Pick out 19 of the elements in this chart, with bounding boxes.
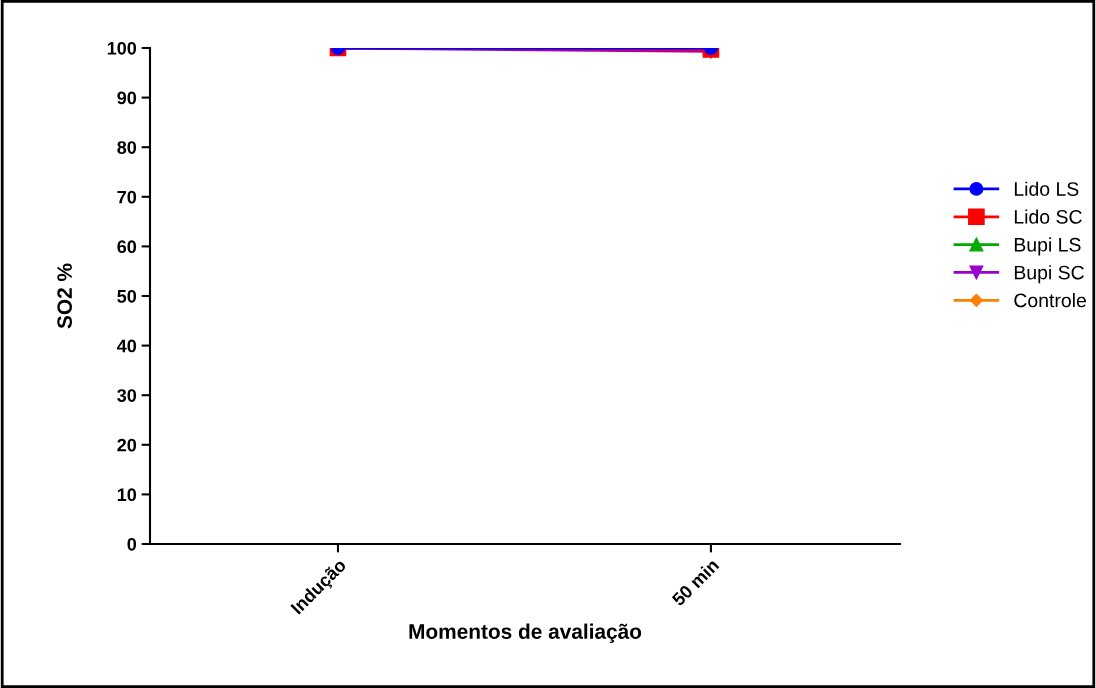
y-axis-title: SO2 % [57,263,73,329]
y-tick-label: 80 [117,141,137,154]
legend-label: Bupi SC [1014,265,1084,284]
x-axis-title: Momentos de avaliação [409,623,642,644]
legend-label: Lido SC [1014,209,1082,224]
y-tick-label: 40 [117,339,137,353]
y-tick-label: 60 [117,240,137,254]
y-tick-label: 90 [117,91,137,105]
legend-label: Controle [1014,293,1086,308]
x-tick-label: 50 min [670,557,720,607]
y-tick-label: 30 [117,389,137,402]
y-tick-label: 100 [107,41,137,55]
y-tick-label: 0 [127,537,137,551]
y-tick-label: 50 [117,289,137,303]
legend-label: Bupi LS [1014,237,1081,256]
y-tick-label: 10 [117,488,137,502]
y-tick-label: 20 [117,438,137,452]
legend-label: Lido LS [1014,181,1079,196]
y-tick-label: 70 [117,190,137,204]
